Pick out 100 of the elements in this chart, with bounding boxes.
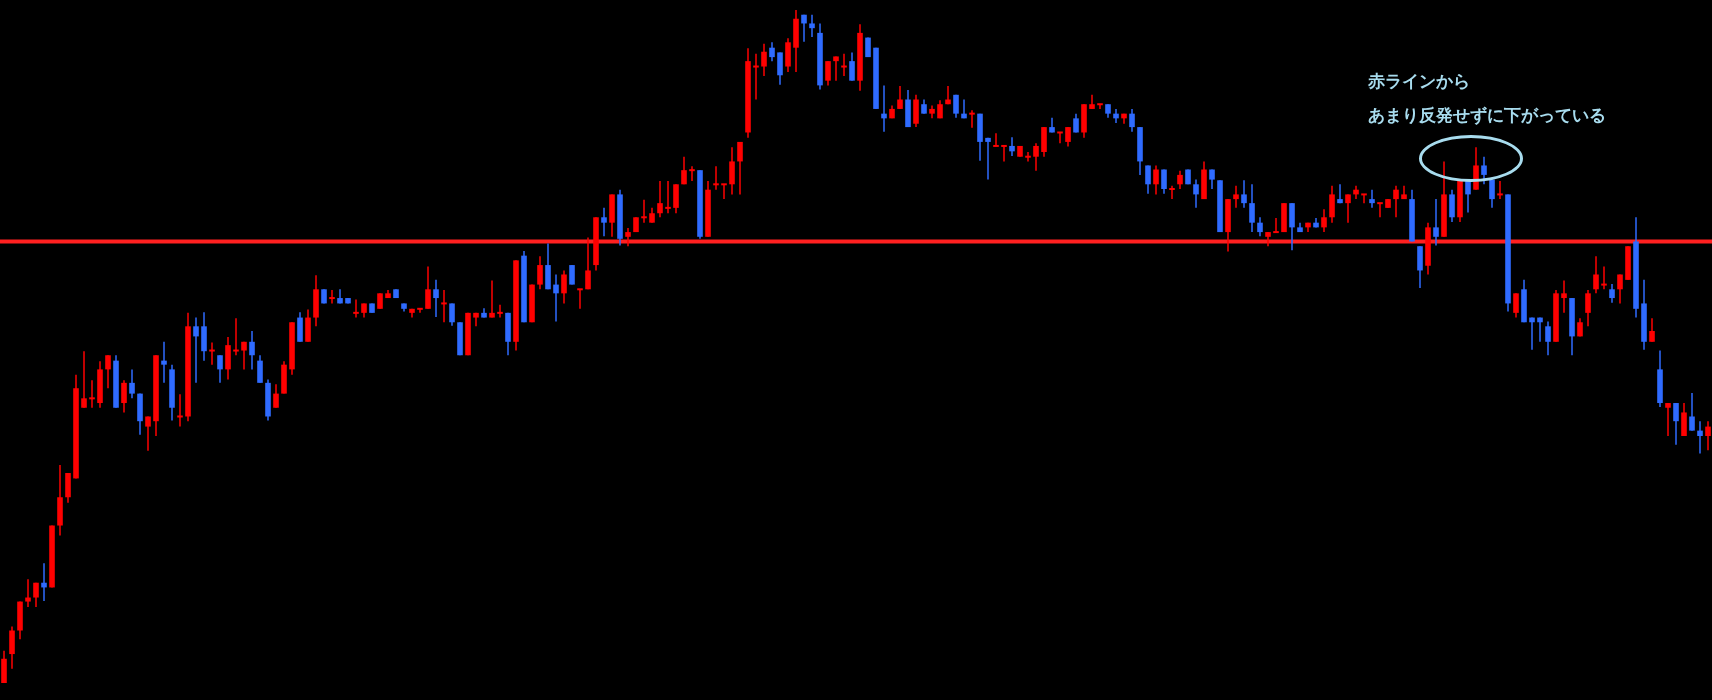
candlestick [1489, 178, 1495, 209]
candlestick [1177, 170, 1183, 190]
candlestick [489, 279, 495, 319]
candlestick [1585, 289, 1591, 328]
candlestick [688, 165, 696, 182]
candlestick [1329, 184, 1335, 224]
candlestick [968, 109, 976, 129]
candlestick [241, 341, 247, 371]
candlestick [737, 141, 743, 196]
candlestick [352, 298, 360, 319]
candlestick [553, 273, 559, 323]
candlestick [625, 227, 631, 247]
candlestick [81, 350, 87, 409]
candlestick [1360, 193, 1368, 204]
candlestick [1529, 316, 1535, 351]
candlestick [88, 379, 96, 409]
candlestick [33, 581, 39, 608]
candlestick [769, 41, 775, 62]
candlestick [217, 354, 223, 384]
candlestick [1241, 179, 1247, 209]
candlestick [1673, 402, 1679, 446]
candlestick [1593, 255, 1599, 295]
candlestick [1465, 179, 1471, 214]
candlestick [1449, 188, 1455, 223]
candlestick [1513, 292, 1519, 319]
candlestick [881, 84, 887, 133]
candlestick [433, 279, 439, 318]
candlestick [833, 55, 839, 82]
candlestick [585, 236, 591, 291]
candlestick [145, 415, 151, 452]
candlestick [1024, 151, 1032, 163]
candlestick [208, 341, 216, 366]
candlestick [1065, 126, 1071, 148]
candlestick [561, 269, 567, 305]
candlestick [761, 42, 767, 77]
candlestick [569, 264, 575, 286]
candlestick [985, 137, 991, 181]
candlestick [1697, 420, 1703, 455]
candlestick [257, 354, 263, 384]
candlestick [440, 289, 448, 324]
candlestick [1153, 164, 1159, 196]
candlestick [657, 180, 663, 219]
candlestick [41, 562, 47, 602]
candlestick [1345, 193, 1351, 224]
candlestick [416, 307, 424, 314]
candlestick [176, 393, 184, 428]
candlestick [712, 165, 720, 191]
candlestick [161, 341, 167, 384]
candlestick [1681, 402, 1687, 437]
candlestick [664, 180, 672, 214]
candlestick [601, 207, 607, 237]
candlestick [1600, 265, 1608, 291]
candlestick [1249, 183, 1255, 233]
candlestick [1665, 402, 1671, 437]
candlestick [1649, 317, 1655, 343]
candlestick [1353, 184, 1359, 200]
candlestick [1000, 144, 1008, 163]
candlestick [1496, 180, 1504, 200]
annotation: あまり反発せずに下がっている [1368, 104, 1606, 127]
candlestick [249, 330, 255, 371]
candlestick [1481, 155, 1487, 186]
candlestick [729, 146, 735, 196]
candlestick [1705, 420, 1711, 451]
candlestick [640, 199, 648, 224]
candlestick [1609, 283, 1615, 304]
candlestick [1617, 273, 1623, 305]
candlestick [328, 289, 336, 305]
candlestick [1369, 188, 1375, 209]
candlestick [1689, 392, 1695, 432]
candlestick [809, 13, 815, 38]
candlestick [681, 155, 687, 186]
candlestick [1272, 217, 1280, 234]
annotation: 赤ラインから [1368, 70, 1471, 93]
candlestick [801, 13, 807, 43]
candlestick [193, 316, 199, 384]
candlestick [1257, 216, 1263, 237]
candlestick [1537, 316, 1543, 343]
candlestick [449, 302, 455, 327]
candlestick [1393, 184, 1399, 219]
candlestick [537, 255, 543, 291]
candlestick [897, 85, 903, 110]
candlestick [1033, 142, 1039, 172]
candlestick [1168, 184, 1176, 200]
candlestick [496, 304, 504, 319]
candlestick [1561, 279, 1567, 314]
candlestick [105, 354, 111, 389]
candlestick [849, 51, 855, 82]
candlestick [1145, 164, 1151, 195]
candlestick [25, 578, 31, 608]
candlestick [1193, 178, 1199, 209]
candlestick [425, 265, 431, 310]
candlestick [1233, 184, 1239, 209]
candlestick [129, 368, 135, 400]
candlestick [1545, 320, 1551, 356]
candlestick [576, 288, 584, 310]
candlestick [273, 383, 279, 409]
candlestick [1009, 136, 1015, 157]
candlestick [1433, 198, 1439, 247]
candlestick [232, 317, 240, 356]
candlestick [752, 53, 760, 101]
